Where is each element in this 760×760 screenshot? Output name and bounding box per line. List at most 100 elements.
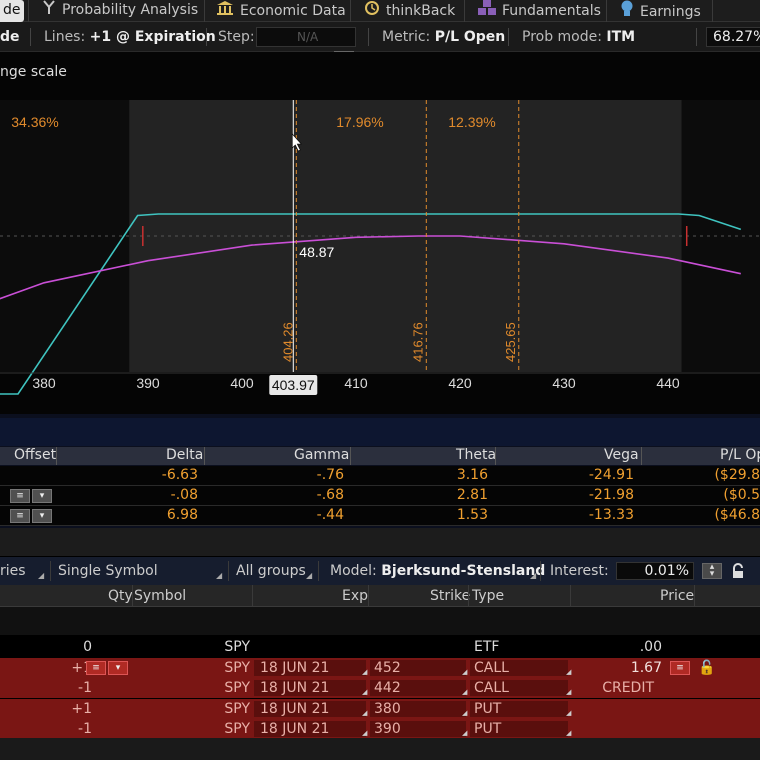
- position-row[interactable]: -1 SPY 18 JUN 21 442 CALL CREDIT ◢ ◢ ◢: [0, 678, 760, 698]
- price-spinner[interactable]: ≡: [670, 660, 690, 675]
- strike-cell[interactable]: 442: [374, 680, 401, 696]
- position-row[interactable]: 0 SPY ETF .00: [0, 637, 760, 657]
- strike-cell[interactable]: 380: [374, 700, 401, 717]
- step-input[interactable]: N/A: [256, 27, 356, 47]
- x-tick-label: 400: [230, 375, 254, 391]
- divider: [30, 28, 31, 46]
- type-cell[interactable]: PUT: [474, 721, 502, 737]
- dropdown-arrow-icon: ◢: [362, 729, 368, 737]
- qty-dropdown[interactable]: ▾: [108, 660, 128, 675]
- header-vega[interactable]: Vega: [604, 447, 639, 463]
- symbol-mode-label: Single Symbol: [58, 563, 158, 579]
- greeks-row[interactable]: ≡ ▾ -.08 -.68 2.81 -21.98 ($0.5: [0, 486, 760, 506]
- strike-cell[interactable]: 452: [374, 659, 401, 676]
- header-strike[interactable]: Strike: [430, 588, 471, 604]
- divider: [368, 585, 369, 607]
- greek-delta-cell: -6.63: [161, 467, 198, 483]
- divider: [206, 28, 207, 46]
- symbol-mode-dropdown[interactable]: Single Symbol: [58, 557, 158, 585]
- prob-mode-selector[interactable]: Prob mode: ITM: [522, 22, 635, 52]
- divider: [570, 585, 571, 607]
- greeks-header: Offset Delta Gamma Theta Vega P/L Op: [0, 447, 760, 465]
- tab-thinkback[interactable]: thinkBack: [364, 0, 455, 22]
- dropdown-arrow-icon: ◢: [462, 688, 468, 696]
- position-row[interactable]: -1 SPY 18 JUN 21 390 PUT ◢ ◢ ◢: [0, 719, 760, 739]
- lines-selector[interactable]: Lines: +1 @ Expiration: [44, 22, 216, 52]
- dropdown-arrow-icon: ◢: [566, 688, 572, 696]
- type-cell[interactable]: PUT: [474, 700, 502, 717]
- strike-cell[interactable]: 390: [374, 721, 401, 737]
- tab-active[interactable]: de: [0, 0, 24, 22]
- mode-selector[interactable]: de: [0, 29, 20, 45]
- series-dropdown[interactable]: ries: [0, 557, 26, 585]
- dropdown-arrow-icon: ◢: [362, 708, 368, 717]
- header-gamma[interactable]: Gamma: [294, 447, 350, 463]
- tab-earnings[interactable]: Earnings: [620, 0, 701, 22]
- divider: [540, 561, 541, 581]
- position-filter-bar: ries ◢ Single Symbol ◢ All groups ◢ Mode…: [0, 557, 760, 585]
- qty-spinner[interactable]: ≡: [86, 660, 106, 675]
- offset-spinner[interactable]: ≡: [10, 489, 30, 503]
- interest-spinner[interactable]: ▴ ▾: [702, 563, 722, 579]
- greeks-row[interactable]: -6.63 -.76 3.16 -24.91 ($29.8: [0, 466, 760, 486]
- tab-label: Economic Data: [240, 3, 346, 19]
- divider: [694, 585, 695, 607]
- header-qty[interactable]: Qty: [108, 588, 133, 604]
- model-selector[interactable]: Model: Bjerksund-Stensland: [330, 557, 545, 585]
- offset-dropdown[interactable]: ▾: [32, 489, 52, 503]
- exp-cell[interactable]: 18 JUN 21: [260, 659, 330, 676]
- header-price[interactable]: Price: [660, 588, 695, 604]
- risk-profile-chart[interactable]: nge scale 404.26 416.76 425.65 34.36% 17.96…: [0, 52, 760, 414]
- lock-icon[interactable]: [730, 563, 746, 583]
- chart-canvas[interactable]: 404.26 416.76 425.65 34.36% 17.96% 12.39% 48…: [0, 100, 760, 414]
- metric-selector[interactable]: Metric: P/L Open: [382, 22, 505, 52]
- position-row[interactable]: +1 SPY 18 JUN 21 380 PUT ◢ ◢ ◢: [0, 698, 760, 719]
- range-scale-label: nge scale: [0, 64, 67, 80]
- interest-input[interactable]: 0.01%: [616, 562, 694, 580]
- offset-spinner[interactable]: ≡: [10, 509, 30, 523]
- series-group: [0, 213, 742, 395]
- exp-cell[interactable]: 18 JUN 21: [260, 700, 330, 717]
- type-cell[interactable]: CALL: [474, 659, 509, 676]
- greek-vega-cell: -13.33: [588, 507, 634, 523]
- dropdown-arrow-icon: ◢: [530, 571, 537, 580]
- header-pl-open[interactable]: P/L Op: [720, 447, 760, 463]
- tab-fundamentals[interactable]: Fundamentals: [478, 0, 601, 22]
- header-delta[interactable]: Delta: [166, 447, 204, 463]
- exp-cell[interactable]: 18 JUN 21: [260, 721, 330, 737]
- header-offset[interactable]: Offset: [14, 447, 57, 463]
- metric-label: Metric:: [382, 29, 431, 45]
- divider: [468, 585, 469, 607]
- tab-probability-analysis[interactable]: Probability Analysis: [42, 0, 198, 22]
- symbol-cell: SPY: [224, 680, 250, 696]
- header-theta[interactable]: Theta: [456, 447, 497, 463]
- header-type[interactable]: Type: [472, 588, 505, 604]
- qty-cell: +1: [71, 700, 92, 717]
- qty-cell: -1: [78, 680, 92, 696]
- bank-icon: [216, 0, 234, 22]
- offset-dropdown[interactable]: ▾: [32, 509, 52, 523]
- dropdown-arrow-icon: ◢: [462, 708, 468, 717]
- prob-mode-label: Prob mode:: [522, 29, 602, 45]
- greek-gamma-cell: -.68: [316, 487, 344, 503]
- groups-dropdown[interactable]: All groups: [236, 557, 306, 585]
- x-tick-label: 440: [656, 375, 680, 391]
- unlock-icon[interactable]: 🔓: [698, 659, 716, 676]
- percent-input[interactable]: 68.27%: [706, 27, 760, 47]
- dropdown-arrow-icon: ◢: [462, 729, 468, 737]
- type-cell-bg: [470, 680, 568, 696]
- greek-pl-cell: ($0.5: [723, 487, 760, 503]
- type-cell[interactable]: CALL: [474, 680, 509, 696]
- position-row[interactable]: +1 ≡ ▾ ≡ 🔓 SPY 18 JUN 21 452 CALL 1.67 ◢ ◢ ◢: [0, 657, 760, 678]
- exp-cell[interactable]: 18 JUN 21: [260, 680, 330, 696]
- tab-label: Probability Analysis: [62, 2, 199, 18]
- type-cell[interactable]: ETF: [474, 639, 500, 655]
- header-symbol[interactable]: Symbol: [134, 588, 187, 604]
- metric-value: P/L Open: [434, 29, 506, 45]
- greek-vega-cell: -24.91: [588, 467, 634, 483]
- header-exp[interactable]: Exp: [342, 588, 369, 604]
- chart-toolbar: de Lines: +1 @ Expiration Step: N/A ▴▾ M…: [0, 22, 760, 67]
- greeks-row[interactable]: ≡ ▾ 6.98 -.44 1.53 -13.33 ($46.8: [0, 506, 760, 526]
- tab-economic-data[interactable]: Economic Data: [216, 0, 346, 22]
- greek-gamma-cell: -.76: [316, 467, 344, 483]
